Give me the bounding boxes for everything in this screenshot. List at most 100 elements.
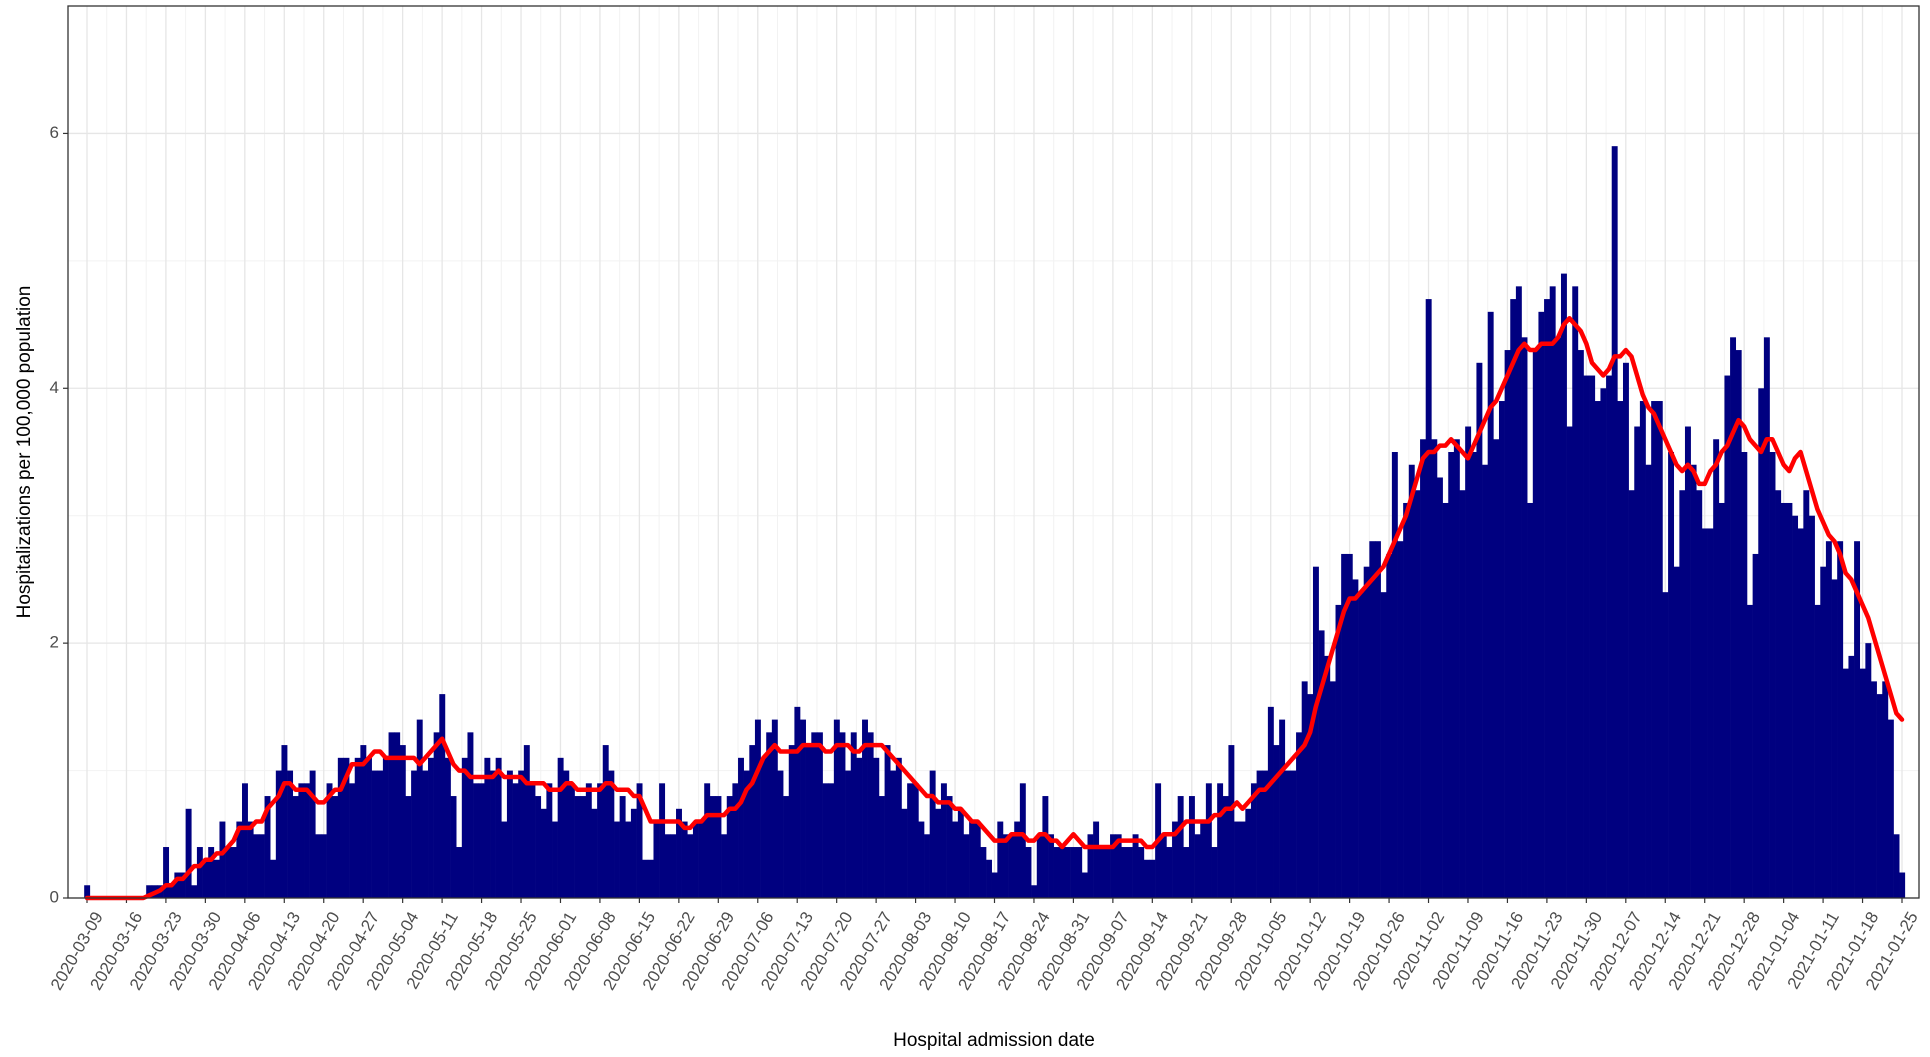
bar xyxy=(957,808,964,898)
bar xyxy=(315,834,322,898)
bar xyxy=(343,757,350,898)
bar xyxy=(411,770,418,898)
bar xyxy=(1848,655,1855,898)
bar xyxy=(1239,821,1246,898)
bar xyxy=(608,770,615,898)
bar xyxy=(1544,299,1551,899)
bar xyxy=(1115,834,1122,898)
bar xyxy=(1132,834,1139,898)
bar xyxy=(281,745,288,898)
bar xyxy=(1560,273,1567,899)
bar xyxy=(574,796,581,898)
bar xyxy=(997,821,1004,898)
bar xyxy=(1307,694,1314,898)
bar xyxy=(794,706,801,898)
moving-average-line xyxy=(84,315,1905,901)
bar xyxy=(1735,350,1742,898)
bar xyxy=(1803,490,1810,898)
bar xyxy=(1662,592,1669,898)
bar xyxy=(399,745,406,898)
bar xyxy=(275,770,282,898)
bar xyxy=(1532,350,1539,898)
bar xyxy=(1267,706,1274,898)
bar xyxy=(1887,719,1894,898)
bar xyxy=(783,796,790,898)
bar xyxy=(816,732,823,898)
bar xyxy=(377,770,384,898)
bar xyxy=(704,783,711,898)
bar xyxy=(428,757,434,898)
bar xyxy=(850,732,857,898)
bar xyxy=(1042,796,1049,898)
bar xyxy=(1639,401,1646,898)
bar xyxy=(1482,464,1489,898)
bar xyxy=(1081,872,1088,898)
bar xyxy=(1234,821,1240,898)
bar xyxy=(1668,452,1675,898)
bar xyxy=(360,745,367,898)
bar xyxy=(585,783,592,898)
bar xyxy=(873,757,880,898)
bar xyxy=(1893,834,1900,898)
bar xyxy=(1025,847,1032,898)
bar xyxy=(1713,439,1720,898)
bar xyxy=(332,796,339,898)
bar xyxy=(856,757,863,898)
bar xyxy=(878,796,885,898)
bar xyxy=(1651,401,1658,898)
bar xyxy=(1780,502,1787,898)
bar xyxy=(535,796,542,898)
bar xyxy=(749,745,756,898)
bar xyxy=(1312,566,1319,898)
bar xyxy=(839,732,846,898)
bar xyxy=(202,859,209,898)
bar xyxy=(484,757,491,898)
bar xyxy=(1397,541,1404,898)
bar xyxy=(625,821,632,898)
bar xyxy=(433,732,440,898)
bar xyxy=(1730,337,1737,898)
bar xyxy=(467,732,474,898)
bar xyxy=(1611,146,1618,898)
bar xyxy=(1465,426,1472,898)
bar xyxy=(540,808,547,898)
bar xyxy=(1087,834,1094,898)
bar xyxy=(828,783,835,898)
bar xyxy=(1110,834,1116,898)
y-tick-label: 2 xyxy=(50,633,59,652)
bar xyxy=(647,859,654,898)
bar xyxy=(1498,401,1505,898)
bar xyxy=(1335,604,1342,898)
bar xyxy=(264,796,271,898)
bar xyxy=(388,732,395,898)
bar xyxy=(337,757,344,898)
bar xyxy=(1510,299,1517,899)
plot-border xyxy=(67,5,1920,899)
bar xyxy=(1256,770,1263,898)
bar xyxy=(287,770,294,898)
bar xyxy=(1318,630,1325,898)
bar xyxy=(698,821,705,898)
bar xyxy=(1572,286,1579,898)
bar xyxy=(1792,515,1799,898)
bar xyxy=(292,796,299,898)
bar xyxy=(1205,783,1212,898)
bar xyxy=(298,783,305,898)
bar xyxy=(84,885,91,898)
bar xyxy=(1200,821,1207,898)
bar xyxy=(1859,668,1866,898)
bar xyxy=(247,821,254,898)
bar xyxy=(918,821,925,898)
bar xyxy=(230,847,237,898)
bar xyxy=(461,757,468,898)
bar xyxy=(1453,439,1460,898)
bar xyxy=(1673,566,1680,898)
bar xyxy=(833,719,840,898)
bar xyxy=(146,885,153,898)
bar xyxy=(1769,452,1776,898)
bar xyxy=(1504,350,1511,898)
bar xyxy=(1053,847,1060,898)
bar xyxy=(444,757,451,898)
bar xyxy=(1076,847,1083,898)
bar xyxy=(1876,694,1883,898)
